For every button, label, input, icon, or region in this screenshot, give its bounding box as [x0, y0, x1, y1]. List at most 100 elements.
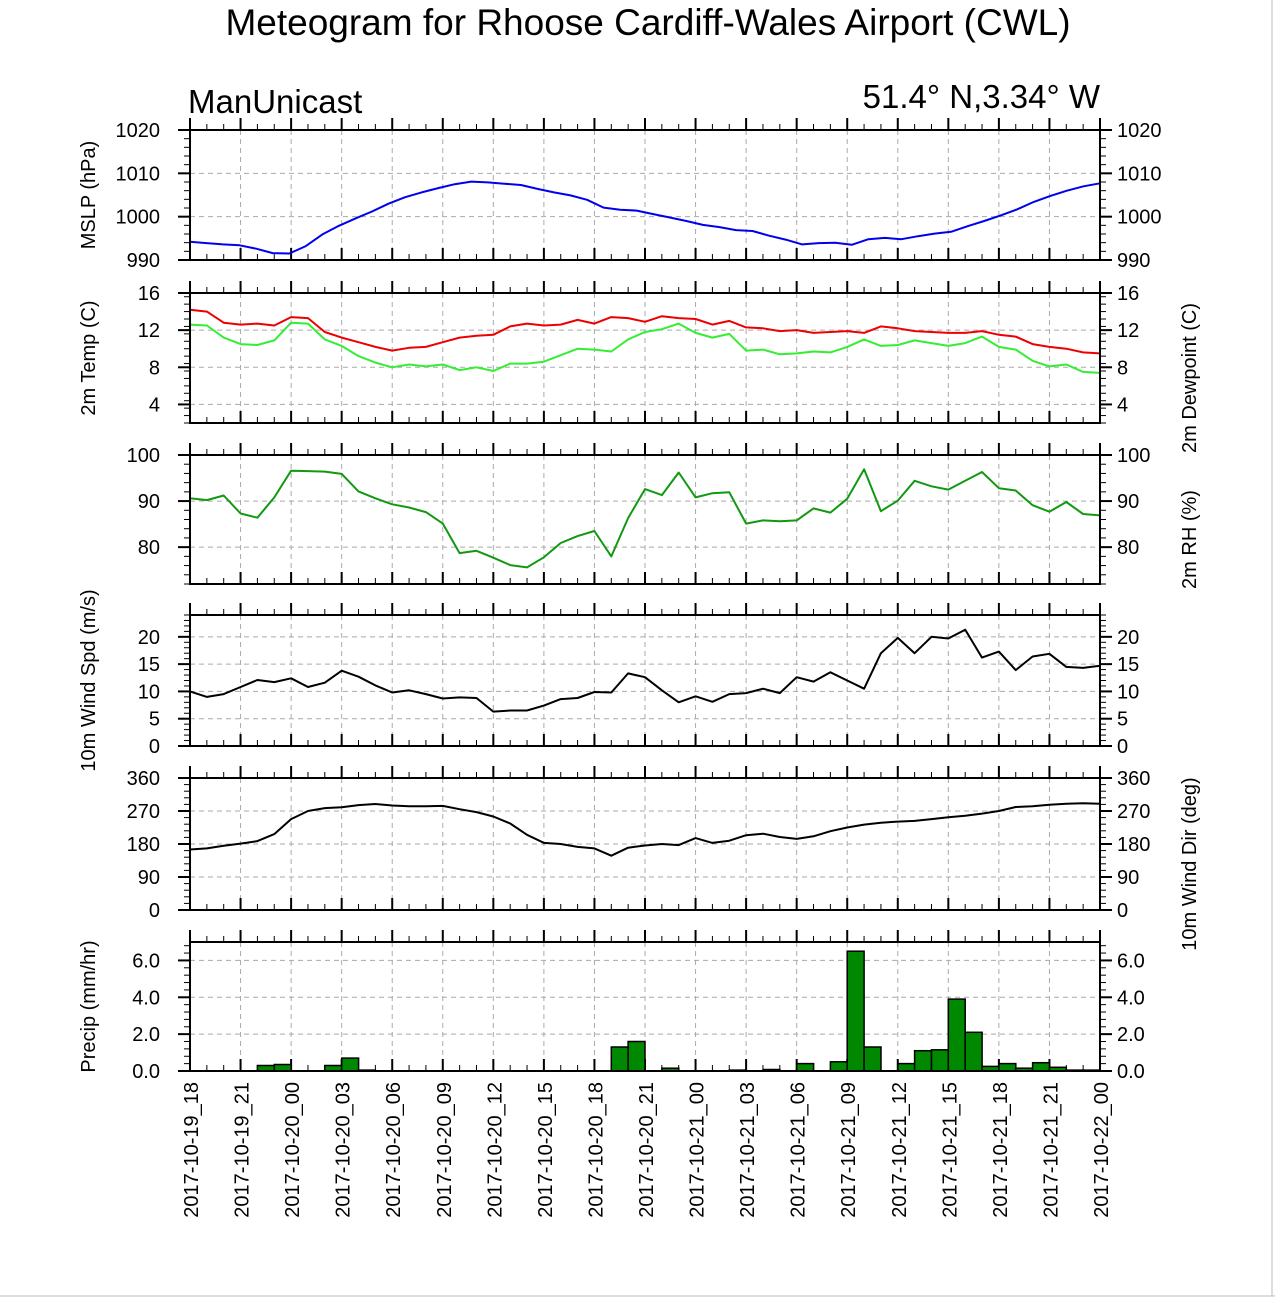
x-axis: 2017-10-19_18 2017-10-19_21 2017-10-20_00 2…: [181, 1082, 1113, 1218]
x-tick-label: 2017-10-21_12: [889, 1082, 911, 1218]
y-tick-label-left: 80: [138, 537, 160, 559]
y-tick-label-left: 990: [127, 250, 160, 272]
y-tick-label-right: 80: [1117, 537, 1139, 559]
y-tick-label-right: 8: [1117, 357, 1128, 379]
y-tick-label-right: 90: [1117, 867, 1139, 889]
y-tick-label-left: 10: [138, 681, 160, 703]
panel-frame-wdir: [189, 777, 1101, 911]
x-tick-label: 2017-10-20_12: [484, 1082, 506, 1218]
y-tick-label-right: 12: [1117, 320, 1139, 342]
y-tick-label-left: 16: [138, 283, 160, 305]
y-tick-label-left: 1020: [116, 120, 161, 142]
model-label: ManUnicast: [188, 83, 362, 120]
y-axis-label-right: 2m Dewpoint (C): [1179, 303, 1201, 453]
y-axis-label-left: 2m Temp (C): [78, 300, 100, 415]
precip-bar: [913, 1049, 933, 1072]
y-tick-label-right: 100: [1117, 445, 1150, 467]
panel-frame-temp: [189, 292, 1101, 424]
y-tick-label-left: 180: [127, 834, 160, 856]
panel-wind: 20 20 15 15 10 10 5 5 0 0 10m Wind Spd (m/s): [78, 589, 1139, 771]
y-axis-label-left: MSLP (hPa): [78, 141, 100, 250]
series-line-temp-0: [189, 308, 1101, 355]
y-tick-label-right: 4: [1117, 394, 1128, 416]
series-line-wdir-0: [189, 802, 1101, 857]
precip-bar: [930, 1049, 950, 1072]
y-tick-label-right: 6.0: [1117, 950, 1145, 972]
x-tick-label: 2017-10-21_18: [990, 1082, 1012, 1218]
y-tick-label-left: 1000: [116, 207, 161, 229]
y-tick-label-right: 0.0: [1117, 1061, 1145, 1083]
precip-bar: [964, 1031, 983, 1072]
chart-title: Meteogram for Rhoose Cardiff-Wales Airpo…: [225, 2, 1070, 43]
x-tick-label: 2017-10-19_18: [181, 1082, 203, 1218]
panel-wdir: 360 360 270 270 180 180 90 90 0 0 10m Wind Dir (de…: [127, 766, 1201, 951]
precip-bar: [829, 1061, 849, 1072]
y-tick-label-left: 1010: [116, 163, 161, 185]
y-tick-label-left: 12: [138, 320, 160, 342]
x-tick-label: 2017-10-20_21: [636, 1082, 658, 1218]
precip-bar: [627, 1040, 646, 1072]
y-axis-label-right: 2m RH (%): [1179, 490, 1201, 589]
y-tick-label-right: 990: [1117, 250, 1150, 272]
y-tick-label-right: 2.0: [1117, 1024, 1145, 1046]
series-line-temp-1: [189, 321, 1101, 374]
x-tick-label: 2017-10-21_00: [687, 1082, 709, 1218]
panel-frame-wind: [189, 614, 1101, 747]
x-tick-label: 2017-10-21_06: [788, 1082, 810, 1218]
x-tick-label: 2017-10-21_09: [838, 1082, 860, 1218]
y-axis-label-right: 10m Wind Dir (deg): [1179, 777, 1201, 950]
panel-mslp: 1020 1020 1010 1010 1000 1000 990 990 MSLP (hPa): [78, 118, 1162, 272]
y-tick-label-left: 90: [138, 867, 160, 889]
y-tick-label-left: 20: [138, 627, 160, 649]
y-tick-label-left: 8: [149, 357, 160, 379]
y-tick-label-left: 5: [149, 709, 160, 731]
y-tick-label-left: 6.0: [132, 950, 160, 972]
y-tick-label-right: 270: [1117, 801, 1150, 823]
panel-rh: 100 100 90 90 80 80 2m RH (%): [127, 443, 1201, 589]
x-tick-label: 2017-10-20_00: [282, 1082, 304, 1218]
y-tick-label-right: 90: [1117, 491, 1139, 513]
precip-bar: [998, 1062, 1017, 1072]
panel-frame-precip: [189, 941, 1101, 1072]
y-tick-label-right: 10: [1117, 681, 1139, 703]
y-tick-label-left: 0: [149, 900, 160, 922]
x-tick-label: 2017-10-20_18: [585, 1082, 607, 1218]
y-tick-label-left: 4: [149, 394, 160, 416]
y-tick-label-right: 1000: [1117, 207, 1162, 229]
x-tick-label: 2017-10-21_15: [939, 1082, 961, 1218]
precip-bar: [340, 1057, 360, 1072]
y-tick-label-right: 5: [1117, 709, 1128, 731]
x-tick-label: 2017-10-20_09: [434, 1082, 456, 1218]
precip-bar: [897, 1062, 916, 1072]
y-tick-label-left: 0: [149, 736, 160, 758]
precip-bar: [795, 1062, 815, 1072]
series-line-rh-0: [189, 468, 1101, 569]
y-tick-label-left: 4.0: [132, 987, 160, 1009]
y-tick-label-left: 360: [127, 768, 160, 790]
x-tick-label: 2017-10-20_03: [333, 1082, 355, 1218]
series-line-wind-0: [189, 628, 1101, 713]
x-tick-label: 2017-10-21_03: [737, 1082, 759, 1218]
y-tick-label-left: 2.0: [132, 1024, 160, 1046]
precip-bar: [846, 950, 865, 1072]
y-axis-label-left: 10m Wind Spd (m/s): [78, 589, 100, 771]
y-tick-label-right: 15: [1117, 654, 1139, 676]
y-axis-label-left: Precip (mm/hr): [78, 940, 100, 1072]
panel-frame-rh: [189, 454, 1101, 585]
x-tick-label: 2017-10-20_06: [383, 1082, 405, 1218]
precip-bar: [863, 1046, 882, 1072]
panel-precip: 6.0 6.0 4.0 4.0 2.0 2.0 0.0 0.0 Precip (mm/hr): [78, 930, 1145, 1083]
location-label: 51.4° N,3.34° W: [863, 78, 1101, 115]
y-tick-label-left: 100: [127, 445, 160, 467]
y-tick-label-left: 0.0: [132, 1061, 160, 1083]
x-tick-label: 2017-10-22_00: [1091, 1082, 1113, 1218]
y-tick-label-left: 15: [138, 654, 160, 676]
y-tick-label-right: 1010: [1117, 163, 1162, 185]
precip-bar: [1031, 1061, 1051, 1072]
y-tick-label-right: 0: [1117, 900, 1128, 922]
y-tick-label-right: 4.0: [1117, 987, 1145, 1009]
y-tick-label-right: 1020: [1117, 120, 1162, 142]
x-tick-label: 2017-10-21_21: [1040, 1082, 1062, 1218]
y-tick-label-right: 360: [1117, 768, 1150, 790]
